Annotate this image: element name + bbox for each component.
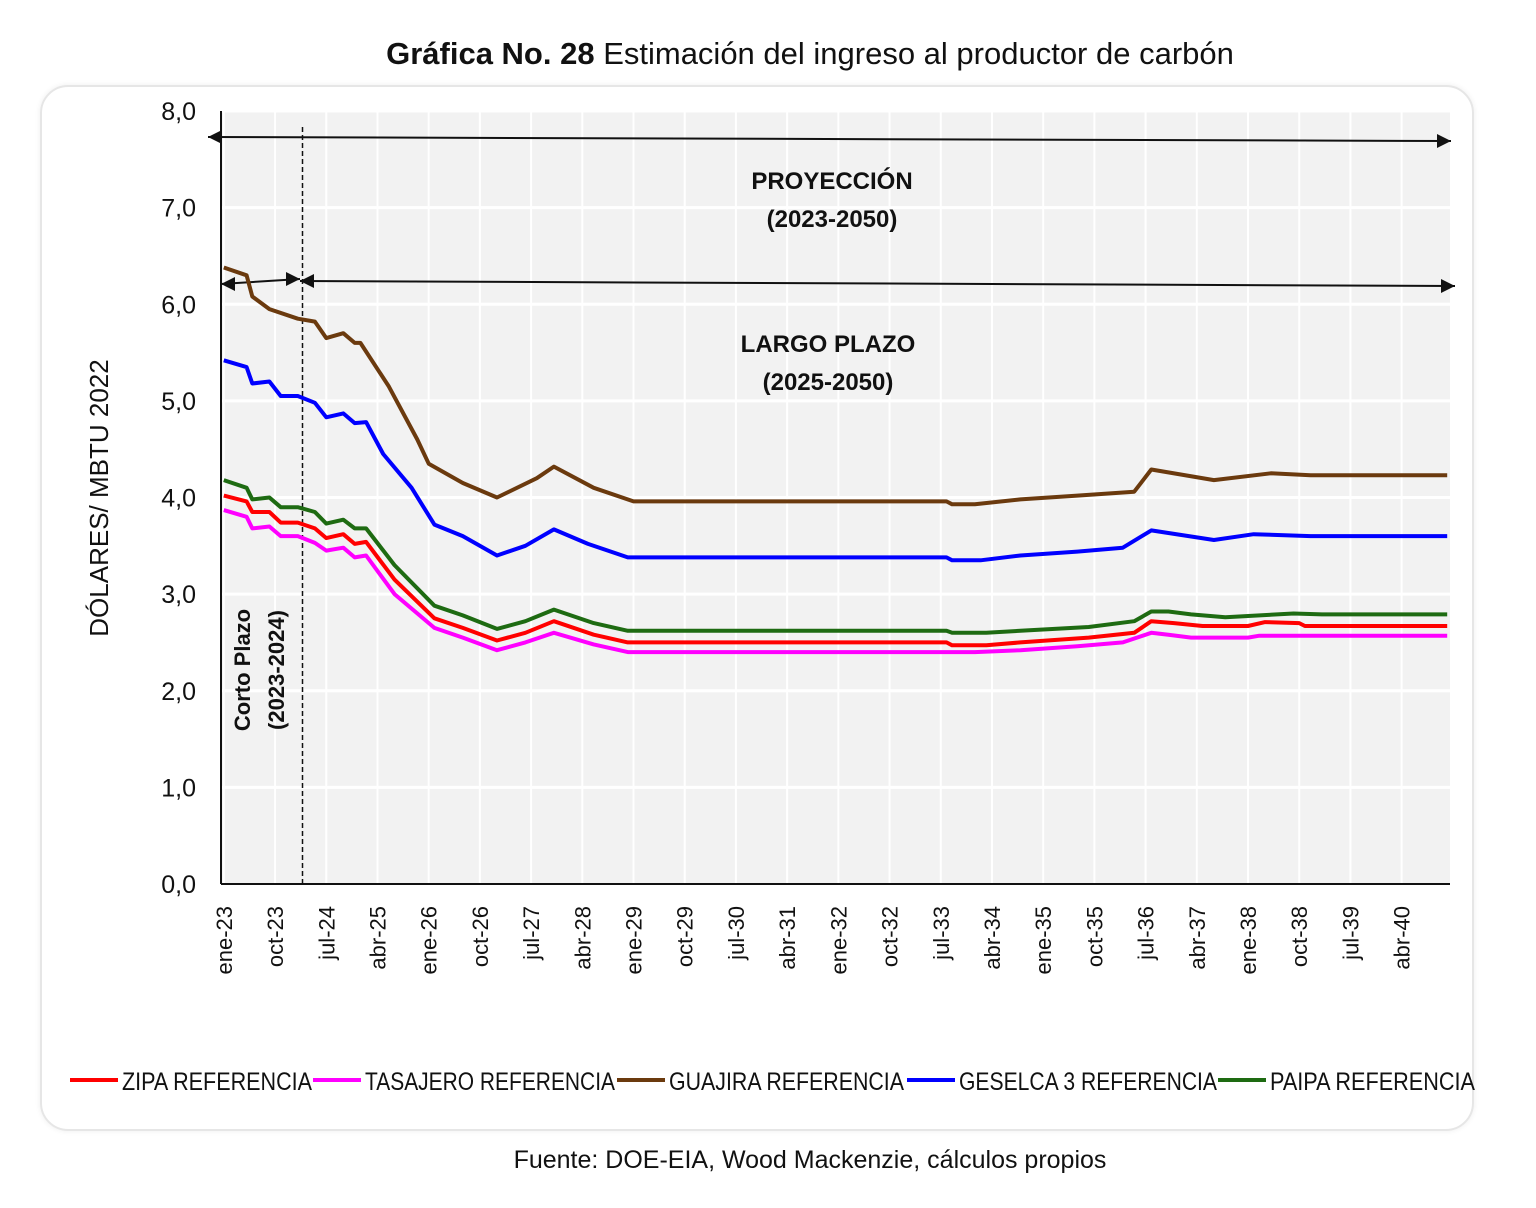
long-term-arrow-head-left: [300, 274, 314, 288]
x-tick-label: jul-39: [1338, 906, 1363, 961]
projection-arrow-head-left: [208, 130, 222, 144]
long-term-arrow-head-right: [1441, 279, 1455, 293]
legend-label: GESELCA 3 REFERENCIA: [959, 1068, 1217, 1096]
x-tick-label: ene-23: [212, 906, 237, 975]
y-tick-label: 2,0: [161, 678, 196, 706]
x-tick-label: abr-34: [980, 906, 1005, 970]
long-term-arrow: [299, 280, 1456, 287]
x-tick-label: ene-32: [826, 906, 851, 975]
chart-title-bold: Gráfica No. 28: [386, 36, 595, 71]
projection-arrow: [207, 136, 1452, 142]
x-tick-label: oct-35: [1082, 906, 1107, 967]
legend-label: ZIPA REFERENCIA: [122, 1068, 312, 1096]
y-tick-label: 0,0: [161, 871, 196, 899]
chart-title-rest: Estimación del ingreso al productor de c…: [594, 36, 1234, 71]
x-tick-label: oct-32: [878, 906, 903, 967]
y-axis-label: DÓLARES/ MBTU 2022: [84, 359, 114, 636]
short-term-arrow-head-right: [286, 272, 300, 286]
legend-label: GUAJIRA REFERENCIA: [669, 1068, 904, 1096]
y-tick-label: 1,0: [161, 774, 196, 802]
x-tick-label: abr-25: [365, 906, 390, 970]
x-tick-label: jul-30: [724, 906, 749, 961]
x-tick-label: ene-29: [622, 906, 647, 975]
projection-years: (2023-2050): [767, 206, 898, 233]
x-tick-label: jul-33: [929, 906, 954, 961]
x-tick-label: abr-40: [1390, 906, 1415, 970]
x-tick-label: ene-35: [1031, 906, 1056, 975]
source-note: Fuente: DOE-EIA, Wood Mackenzie, cálculo…: [513, 1146, 1107, 1174]
x-tick-label: jul-24: [314, 906, 339, 961]
y-tick-label: 3,0: [161, 581, 196, 609]
x-tick-label: abr-37: [1185, 906, 1210, 970]
y-tick-label: 6,0: [161, 291, 196, 319]
x-tick-label: oct-38: [1287, 906, 1312, 967]
chart-frame: [40, 85, 1474, 1131]
short-term-label: Corto Plazo: [230, 609, 255, 731]
series-line-zipa-referencia: [223, 493, 1448, 648]
y-tick-label: 8,0: [161, 98, 196, 126]
x-tick-label: abr-31: [775, 906, 800, 970]
chart-title: Gráfica No. 28 Estimación del ingreso al…: [0, 36, 1536, 72]
x-tick-label: jul-27: [519, 906, 544, 961]
y-tick-label: 4,0: [161, 485, 196, 513]
projection-arrow-head-right: [1437, 134, 1451, 148]
series-line-tasajero-referencia: [223, 508, 1448, 655]
short-term-arrow-head-left: [221, 277, 235, 291]
x-tick-label: abr-28: [570, 906, 595, 970]
legend-label: PAIPA REFERENCIA: [1270, 1068, 1475, 1096]
x-tick-label: oct-23: [263, 906, 288, 967]
short-term-years: (2023-2024): [264, 610, 289, 730]
x-tick-label: ene-26: [417, 906, 442, 975]
long-term-years: (2025-2050): [763, 369, 894, 396]
x-tick-label: ene-38: [1236, 906, 1261, 975]
y-tick-label: 7,0: [161, 195, 196, 223]
long-term-label: LARGO PLAZO: [741, 331, 916, 358]
y-tick-label: 5,0: [161, 388, 196, 416]
x-tick-label: oct-29: [673, 906, 698, 967]
series-line-guajira-referencia: [223, 265, 1448, 507]
series-line-paipa-referencia: [223, 478, 1448, 635]
projection-label: PROYECCIÓN: [751, 167, 912, 195]
series-line-geselca-3-referencia: [223, 358, 1448, 563]
x-tick-label: jul-36: [1134, 906, 1159, 961]
x-tick-label: oct-26: [468, 906, 493, 967]
legend-label: TASAJERO REFERENCIA: [365, 1068, 615, 1096]
